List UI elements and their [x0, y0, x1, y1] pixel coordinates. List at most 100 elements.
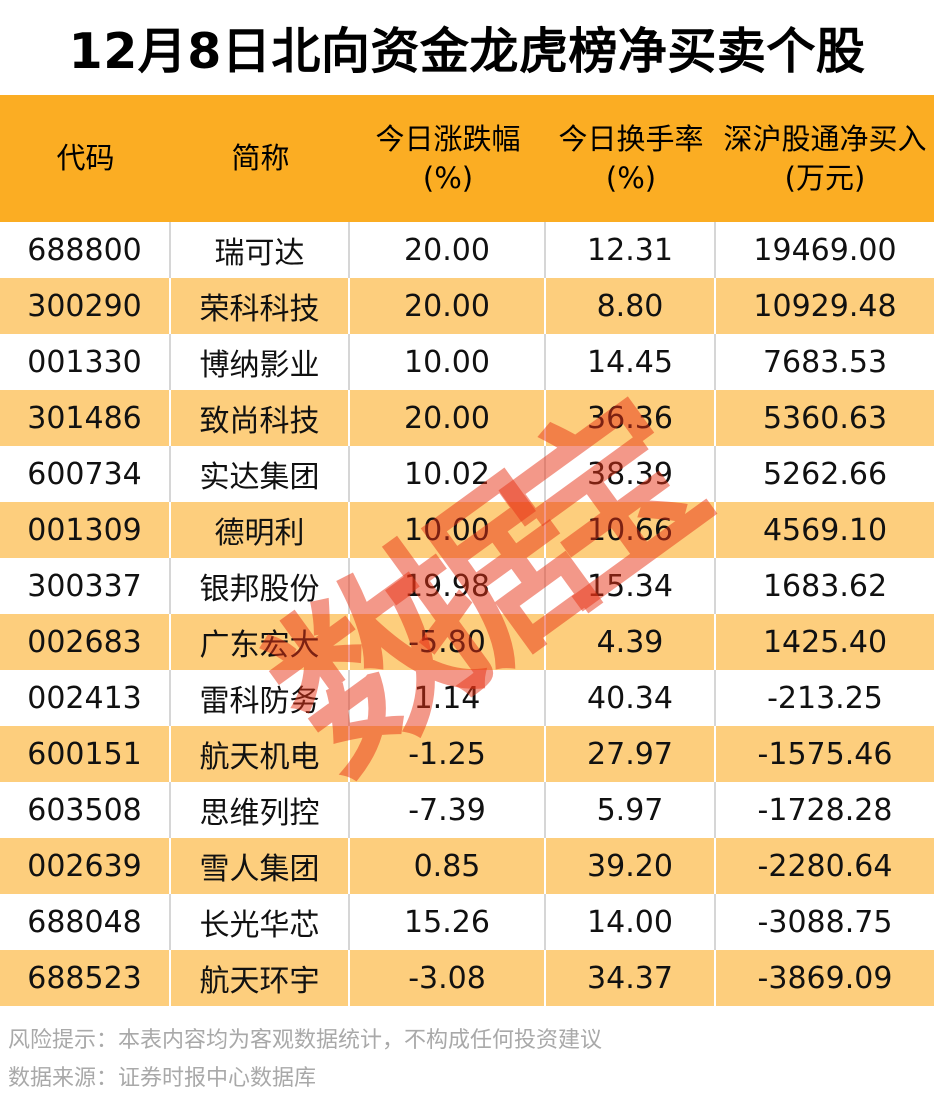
table-row: 002639 雪人集团 0.85 39.20 -2280.64 — [0, 838, 934, 894]
table-row: 688048 长光华芯 15.26 14.00 -3088.75 — [0, 894, 934, 950]
header-cell-code: 代码 — [0, 95, 171, 222]
table-row: 688523 航天环宇 -3.08 34.37 -3869.09 — [0, 950, 934, 1006]
cell-turnover: 38.39 — [546, 446, 716, 502]
footer-data-source: 数据来源：证券时报中心数据库 — [8, 1066, 317, 1091]
table-row: 688800 瑞可达 20.00 12.31 19469.00 — [0, 222, 934, 278]
cell-code: 300290 — [0, 278, 171, 334]
table-row: 600151 航天机电 -1.25 27.97 -1575.46 — [0, 726, 934, 782]
cell-turnover: 4.39 — [546, 614, 716, 670]
header-cell-netbuy: 深沪股通净买入 (万元) — [716, 95, 934, 222]
header-cell-name: 简称 — [171, 95, 350, 222]
cell-turnover: 14.00 — [546, 894, 716, 950]
header-change-label: 今日涨跌幅 — [375, 121, 521, 156]
cell-name: 航天机电 — [171, 726, 350, 782]
header-code-label: 代码 — [56, 141, 115, 175]
cell-name: 博纳影业 — [171, 334, 350, 390]
table-row: 300290 荣科科技 20.00 8.80 10929.48 — [0, 278, 934, 334]
cell-change: 0.85 — [350, 838, 546, 894]
cell-netbuy: -2280.64 — [757, 848, 893, 884]
header-name-label: 简称 — [231, 141, 290, 175]
cell-turnover: 10.66 — [546, 502, 716, 558]
cell-netbuy: -1728.28 — [757, 792, 893, 828]
header-netbuy-label: 深沪股通净买入 — [723, 121, 927, 156]
table-row: 002413 雷科防务 1.14 40.34 -213.25 — [0, 670, 934, 726]
cell-change: 15.26 — [350, 894, 546, 950]
page-title: 12月8日北向资金龙虎榜净买卖个股 — [68, 23, 866, 80]
cell-code: 688048 — [0, 894, 171, 950]
cell-netbuy: -3088.75 — [757, 904, 893, 940]
table-row: 300337 银邦股份 19.98 15.34 1683.62 — [0, 558, 934, 614]
cell-change: 20.00 — [350, 278, 546, 334]
cell-turnover: 36.36 — [546, 390, 716, 446]
cell-change: 10.02 — [350, 446, 546, 502]
cell-netbuy: 1683.62 — [762, 568, 888, 604]
table-row: 301486 致尚科技 20.00 36.36 5360.63 — [0, 390, 934, 446]
cell-code: 002413 — [0, 670, 171, 726]
cell-name: 银邦股份 — [171, 558, 350, 614]
cell-netbuy: 5360.63 — [762, 400, 888, 436]
header-turnover-label: 今日换手率 — [558, 121, 704, 156]
cell-turnover: 8.80 — [546, 278, 716, 334]
table-row: 001330 博纳影业 10.00 14.45 7683.53 — [0, 334, 934, 390]
cell-name: 实达集团 — [171, 446, 350, 502]
header-change-unit: (%) — [422, 160, 474, 195]
cell-netbuy: 5262.66 — [762, 456, 888, 492]
footer-risk-note: 风险提示：本表内容均为客观数据统计，不构成任何投资建议 — [8, 1028, 603, 1053]
cell-turnover: 27.97 — [546, 726, 716, 782]
cell-name: 瑞可达 — [171, 222, 350, 278]
cell-change: 20.00 — [350, 222, 546, 278]
table-row: 002683 广东宏大 -5.80 4.39 1425.40 — [0, 614, 934, 670]
cell-name: 长光华芯 — [171, 894, 350, 950]
cell-name: 雷科防务 — [171, 670, 350, 726]
cell-change: -1.25 — [350, 726, 546, 782]
cell-code: 600734 — [0, 446, 171, 502]
cell-code: 300337 — [0, 558, 171, 614]
cell-turnover: 12.31 — [546, 222, 716, 278]
table-row: 001309 德明利 10.00 10.66 4569.10 — [0, 502, 934, 558]
cell-code: 002639 — [0, 838, 171, 894]
footer: 风险提示：本表内容均为客观数据统计，不构成任何投资建议 数据来源：证券时报中心数… — [0, 1022, 934, 1098]
cell-change: -5.80 — [350, 614, 546, 670]
header-cell-turnover: 今日换手率 (%) — [546, 95, 716, 222]
cell-code: 688800 — [0, 222, 171, 278]
cell-code: 301486 — [0, 390, 171, 446]
cell-turnover: 15.34 — [546, 558, 716, 614]
cell-change: 10.00 — [350, 334, 546, 390]
cell-netbuy: 7683.53 — [762, 344, 888, 380]
cell-code: 001309 — [0, 502, 171, 558]
cell-netbuy: 1425.40 — [762, 624, 888, 660]
cell-change: 10.00 — [350, 502, 546, 558]
cell-name: 致尚科技 — [171, 390, 350, 446]
cell-turnover: 39.20 — [546, 838, 716, 894]
header-turnover-unit: (%) — [605, 160, 657, 195]
cell-name: 思维列控 — [171, 782, 350, 838]
table-row: 600734 实达集团 10.02 38.39 5262.66 — [0, 446, 934, 502]
table-row: 603508 思维列控 -7.39 5.97 -1728.28 — [0, 782, 934, 838]
cell-change: 20.00 — [350, 390, 546, 446]
cell-name: 航天环宇 — [171, 950, 350, 1006]
cell-netbuy: 4569.10 — [762, 512, 888, 548]
cell-code: 001330 — [0, 334, 171, 390]
cell-netbuy: -213.25 — [767, 680, 883, 716]
cell-turnover: 5.97 — [546, 782, 716, 838]
cell-code: 002683 — [0, 614, 171, 670]
cell-turnover: 14.45 — [546, 334, 716, 390]
header-cell-change: 今日涨跌幅 (%) — [350, 95, 546, 222]
cell-name: 德明利 — [171, 502, 350, 558]
cell-change: -3.08 — [350, 950, 546, 1006]
cell-change: 19.98 — [350, 558, 546, 614]
cell-change: -7.39 — [350, 782, 546, 838]
cell-netbuy: -1575.46 — [757, 736, 893, 772]
table-body: 688800 瑞可达 20.00 12.31 19469.00 300290 荣科科技 20.… — [0, 222, 934, 1006]
stocks-table: 代码 简称 今日涨跌幅 (%) 今日换手率 (%) 深沪股通净买入 (万元) 6… — [0, 95, 934, 1006]
header-netbuy-unit: (万元) — [784, 160, 866, 195]
cell-code: 688523 — [0, 950, 171, 1006]
cell-turnover: 40.34 — [546, 670, 716, 726]
table-header: 代码 简称 今日涨跌幅 (%) 今日换手率 (%) 深沪股通净买入 (万元) — [0, 95, 934, 222]
cell-name: 雪人集团 — [171, 838, 350, 894]
cell-code: 600151 — [0, 726, 171, 782]
cell-name: 荣科科技 — [171, 278, 350, 334]
cell-name: 广东宏大 — [171, 614, 350, 670]
cell-netbuy: 10929.48 — [753, 288, 897, 324]
cell-netbuy: 19469.00 — [753, 232, 897, 268]
